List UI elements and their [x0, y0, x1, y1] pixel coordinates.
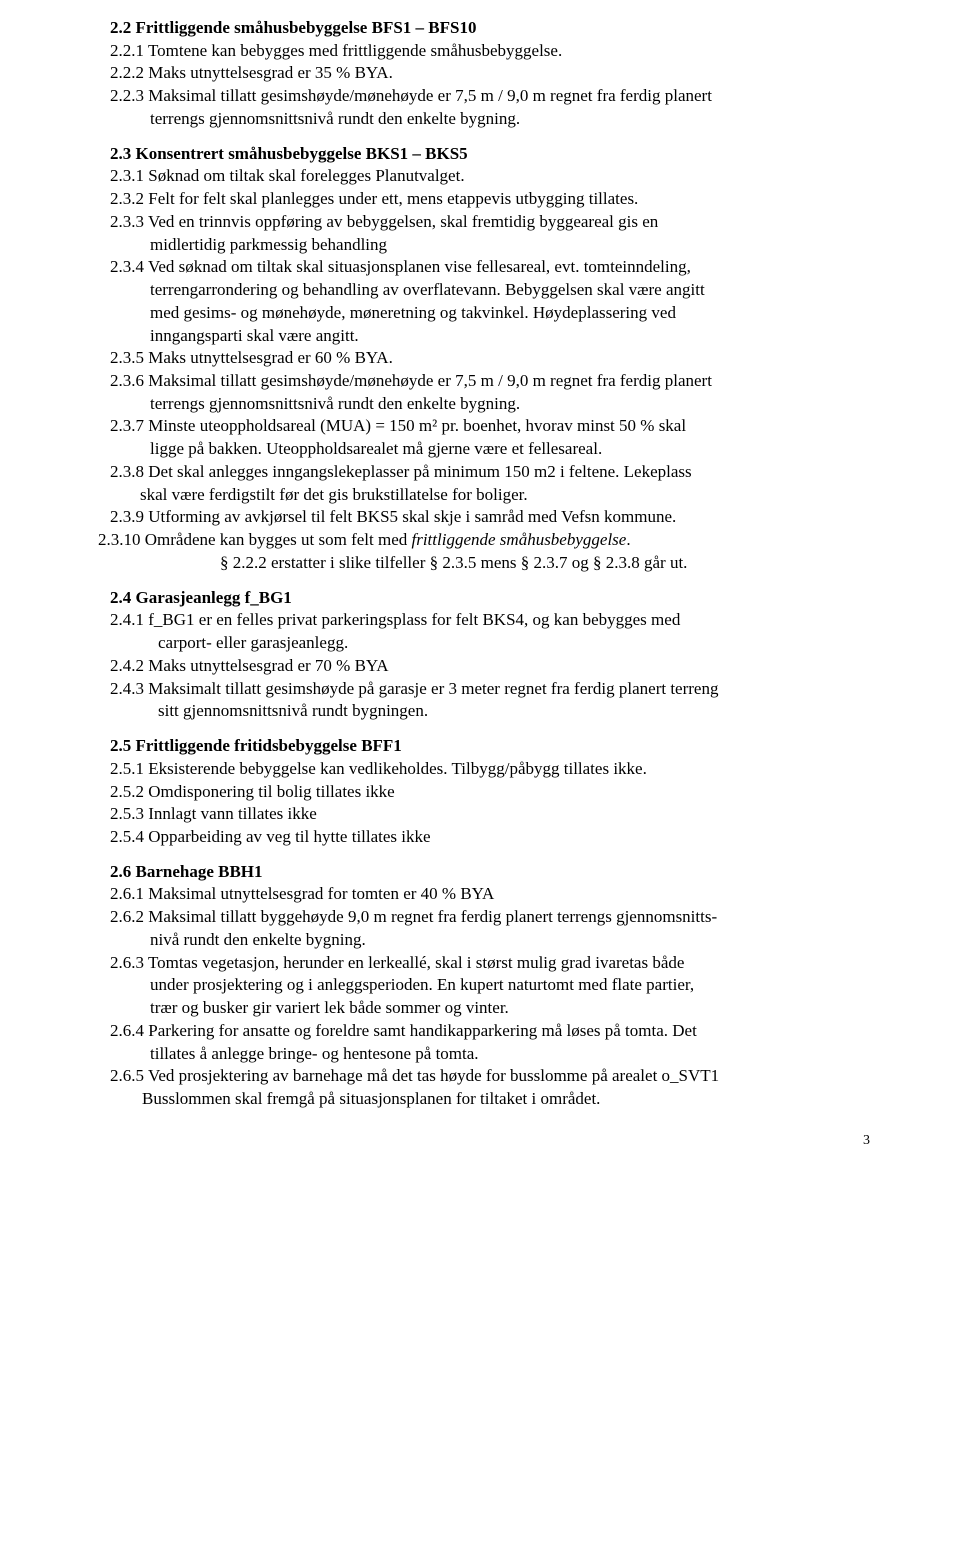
clause-2-4-1-line1: 2.4.1 f_BG1 er en felles privat parkerin… [110, 610, 870, 631]
clause-2-6-4-line2: tillates å anlegge bringe- og hentesone … [110, 1044, 870, 1065]
clause-2-3-4-line1: 2.3.4 Ved søknad om tiltak skal situasjo… [110, 257, 870, 278]
clause-2-3-6-line2: terrengs gjennomsnittsnivå rundt den enk… [110, 394, 870, 415]
clause-2-3-10-pre: 2.3.10 Områdene kan bygges ut som felt m… [98, 530, 412, 549]
clause-2-6-3-line2: under prosjektering og i anleggsperioden… [110, 975, 870, 996]
clause-2-5-1: 2.5.1 Eksisterende bebyggelse kan vedlik… [110, 759, 870, 780]
clause-2-5-4: 2.5.4 Opparbeiding av veg til hytte till… [110, 827, 870, 848]
clause-2-3-4-line4: inngangsparti skal være angitt. [110, 326, 870, 347]
clause-2-3-4-line2: terrengarrondering og behandling av over… [110, 280, 870, 301]
clause-2-6-5-line2: Busslommen skal fremgå på situasjonsplan… [110, 1089, 870, 1110]
clause-2-6-1: 2.6.1 Maksimal utnyttelsesgrad for tomte… [110, 884, 870, 905]
clause-2-3-9: 2.3.9 Utforming av avkjørsel til felt BK… [110, 507, 870, 528]
clause-2-2-2: 2.2.2 Maks utnyttelsesgrad er 35 % BYA. [110, 63, 870, 84]
clause-2-3-10-line1: 2.3.10 Områdene kan bygges ut som felt m… [110, 530, 870, 551]
clause-2-5-3: 2.5.3 Innlagt vann tillates ikke [110, 804, 870, 825]
clause-2-3-10-line2: § 2.2.2 erstatter i slike tilfeller § 2.… [110, 553, 870, 574]
document-page: 2.2 Frittliggende småhusbebyggelse BFS1 … [0, 0, 960, 1189]
clause-2-2-1: 2.2.1 Tomtene kan bebygges med frittligg… [110, 41, 870, 62]
clause-2-6-5-line1: 2.6.5 Ved prosjektering av barnehage må … [110, 1066, 870, 1087]
clause-2-5-2: 2.5.2 Omdisponering til bolig tillates i… [110, 782, 870, 803]
clause-2-4-3-line2: sitt gjennomsnittsnivå rundt bygningen. [110, 701, 870, 722]
clause-2-6-3-line3: trær og busker gir variert lek både somm… [110, 998, 870, 1019]
heading-2-3: 2.3 Konsentrert småhusbebyggelse BKS1 – … [110, 144, 870, 165]
clause-2-3-4-line3: med gesims- og mønehøyde, møneretning og… [110, 303, 870, 324]
clause-2-4-2: 2.4.2 Maks utnyttelsesgrad er 70 % BYA [110, 656, 870, 677]
clause-2-2-3-line2: terrengs gjennomsnittsnivå rundt den enk… [110, 109, 870, 130]
clause-2-2-3-line1: 2.2.3 Maksimal tillatt gesimshøyde/møneh… [110, 86, 870, 107]
clause-2-3-3-line2: midlertidig parkmessig behandling [110, 235, 870, 256]
clause-2-3-3-line1: 2.3.3 Ved en trinnvis oppføring av bebyg… [110, 212, 870, 233]
clause-2-3-5: 2.3.5 Maks utnyttelsesgrad er 60 % BYA. [110, 348, 870, 369]
clause-2-3-10-post: . [626, 530, 630, 549]
clause-2-3-8-line2: skal være ferdigstilt før det gis brukst… [110, 485, 870, 506]
heading-2-5: 2.5 Frittliggende fritidsbebyggelse BFF1 [110, 736, 870, 757]
page-number: 3 [110, 1132, 870, 1149]
clause-2-4-1-line2: carport- eller garasjeanlegg. [110, 633, 870, 654]
heading-2-4: 2.4 Garasjeanlegg f_BG1 [110, 588, 870, 609]
clause-2-3-6-line1: 2.3.6 Maksimal tillatt gesimshøyde/møneh… [110, 371, 870, 392]
clause-2-3-10-italic: frittliggende småhusbebyggelse [412, 530, 627, 549]
clause-2-6-3-line1: 2.6.3 Tomtas vegetasjon, herunder en ler… [110, 953, 870, 974]
heading-2-6: 2.6 Barnehage BBH1 [110, 862, 870, 883]
clause-2-6-2-line2: nivå rundt den enkelte bygning. [110, 930, 870, 951]
clause-2-3-8-line1: 2.3.8 Det skal anlegges inngangslekeplas… [110, 462, 870, 483]
clause-2-3-1: 2.3.1 Søknad om tiltak skal forelegges P… [110, 166, 870, 187]
clause-2-3-7-line2: ligge på bakken. Uteoppholdsarealet må g… [110, 439, 870, 460]
clause-2-6-4-line1: 2.6.4 Parkering for ansatte og foreldre … [110, 1021, 870, 1042]
clause-2-6-2-line1: 2.6.2 Maksimal tillatt byggehøyde 9,0 m … [110, 907, 870, 928]
clause-2-4-3-line1: 2.4.3 Maksimalt tillatt gesimshøyde på g… [110, 679, 870, 700]
clause-2-3-2: 2.3.2 Felt for felt skal planlegges unde… [110, 189, 870, 210]
clause-2-3-7-line1: 2.3.7 Minste uteoppholdsareal (MUA) = 15… [110, 416, 870, 437]
heading-2-2: 2.2 Frittliggende småhusbebyggelse BFS1 … [110, 18, 870, 39]
